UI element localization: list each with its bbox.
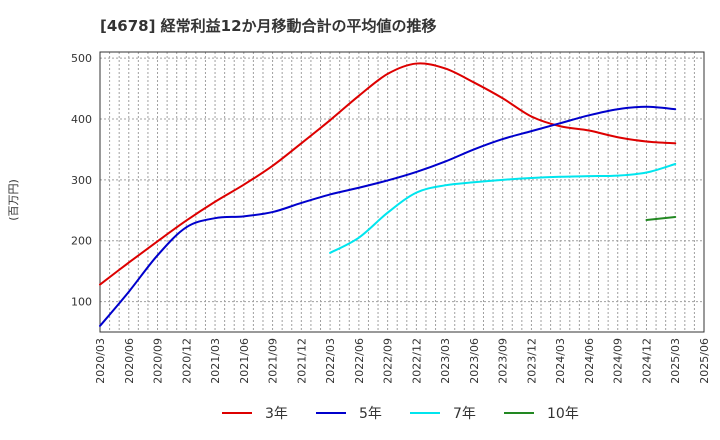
- legend-label-4: 10年: [547, 406, 579, 422]
- series-line-4: [645, 215, 677, 221]
- x-tick-label: 2020/06: [123, 338, 136, 384]
- x-tick-label: 2024/06: [583, 338, 596, 384]
- series-line-1: [99, 62, 677, 286]
- legend: 3年 5年 7年 10年: [222, 406, 579, 422]
- x-tick-label: 2022/03: [324, 338, 337, 384]
- series-line-2: [99, 105, 677, 327]
- x-tick-label: 2025/06: [698, 338, 711, 384]
- plot-area: 100 200 300 400 500 2020/03 2020/06 2020/09 2020…: [71, 51, 711, 384]
- x-tick-label: 2022/09: [382, 338, 395, 384]
- x-tick-label: 2024/09: [612, 338, 625, 384]
- x-tick-label: 2022/06: [353, 338, 366, 384]
- x-tick-label: 2021/03: [209, 338, 222, 384]
- chart-title: [4678] 経常利益12か月移動合計の平均値の推移: [100, 17, 437, 35]
- legend-label-2: 5年: [359, 406, 382, 422]
- x-tick-label: 2021/09: [267, 338, 280, 384]
- y-tick-label: 100: [71, 296, 92, 309]
- plot-frame: [99, 51, 705, 333]
- y-tick-label: 200: [71, 235, 92, 248]
- series-line-3: [329, 163, 677, 254]
- x-tick-label: 2023/06: [468, 338, 481, 384]
- x-tick-label: 2020/12: [180, 338, 193, 384]
- x-tick-label: 2023/03: [439, 338, 452, 384]
- x-tick-label: 2020/03: [94, 338, 107, 384]
- x-tick-label: 2024/12: [640, 338, 653, 384]
- y-axis-label: (百万円): [7, 179, 20, 221]
- x-tick-label: 2021/12: [295, 338, 308, 384]
- x-tick-label: 2023/12: [525, 338, 538, 384]
- x-tick-label: 2020/09: [152, 338, 165, 384]
- y-tick-label: 500: [71, 52, 92, 65]
- x-tick-label: 2023/09: [497, 338, 510, 384]
- legend-label-3: 7年: [453, 406, 476, 422]
- x-tick-label: 2024/03: [554, 338, 567, 384]
- plot-background: [100, 52, 704, 332]
- legend-label-1: 3年: [265, 406, 288, 422]
- x-tick-label: 2025/03: [669, 338, 682, 384]
- x-tick-label: 2021/06: [238, 338, 251, 384]
- y-tick-label: 400: [71, 113, 92, 126]
- x-tick-label: 2022/12: [410, 338, 423, 384]
- y-tick-label: 300: [71, 174, 92, 187]
